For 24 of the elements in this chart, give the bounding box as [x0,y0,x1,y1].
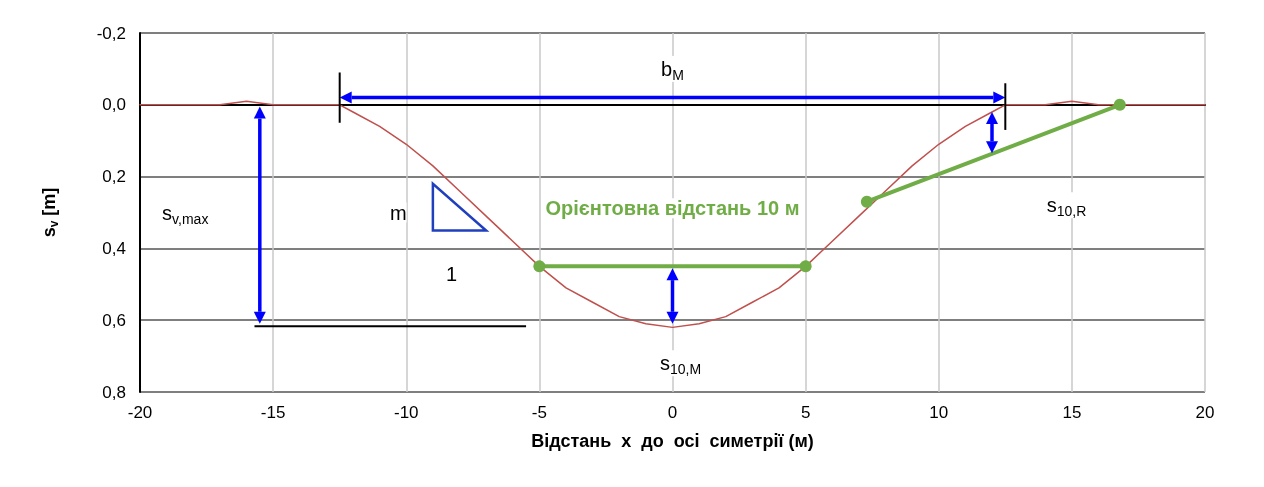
y-axis-title: sv [m] [39,187,61,238]
point [860,195,873,208]
x-tick-label: 15 [1062,403,1082,422]
point [799,260,812,273]
x-tick-label: -5 [531,403,547,422]
x-tick-label: -20 [127,403,153,422]
x-tick-label: 5 [800,403,811,422]
y-tick-label: 0,6 [102,310,126,330]
x-tick-label: 10 [929,403,949,422]
y-tick-label: 0,0 [102,95,126,115]
annotation: 1 [445,262,458,285]
x-tick-label: -15 [260,403,286,422]
annotation: m [389,201,407,224]
point [533,260,546,273]
y-tick-label: 0,4 [102,238,126,258]
point [1113,98,1126,111]
y-tick-label: 0,2 [102,167,126,187]
x-tick-label: 20 [1195,403,1215,422]
x-tick-label: 0 [667,403,678,422]
x-axis-title: Відстань x до осі симетрії (м) [531,431,814,451]
x-tick-label: -10 [393,403,419,422]
y-tick-label: 0,8 [102,382,126,402]
text: Орієнтовна відстань 10 м [545,197,800,220]
y-tick-label: -0,2 [96,23,126,43]
